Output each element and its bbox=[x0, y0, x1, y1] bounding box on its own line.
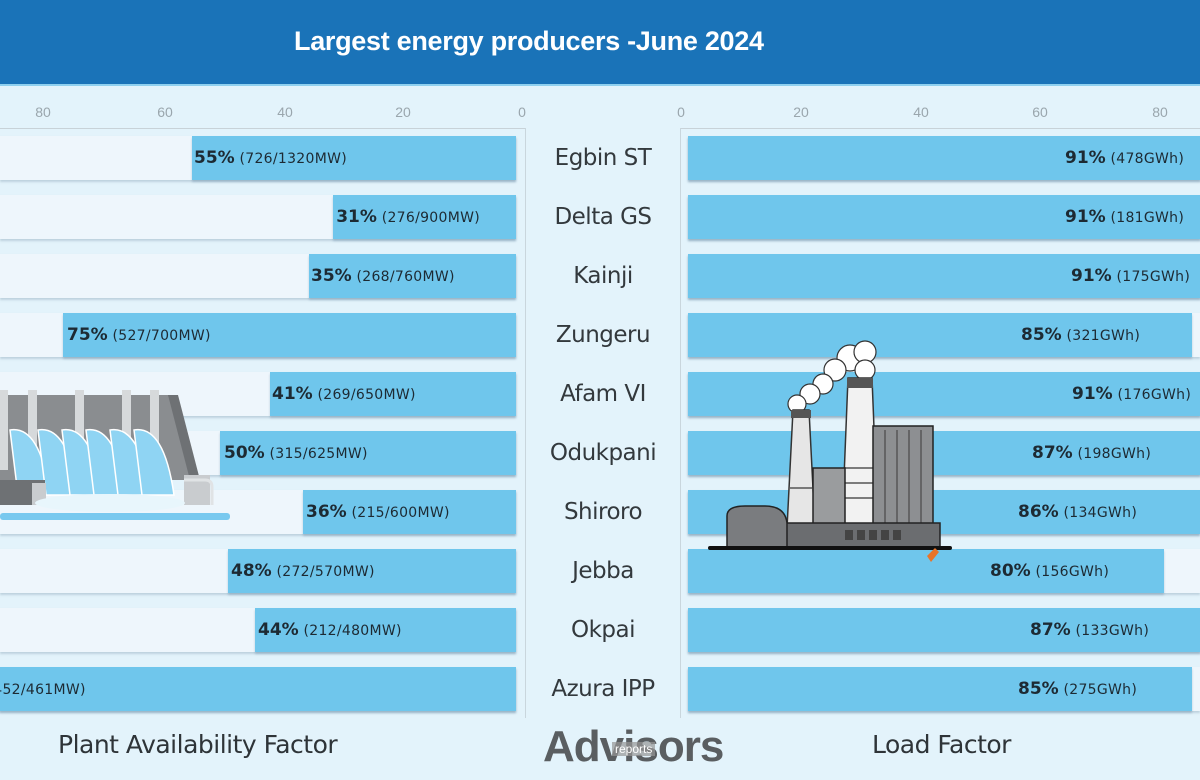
lf-bar-okpai: 87% (133GWh) bbox=[688, 608, 1200, 652]
right-axis-tick: 40 bbox=[913, 104, 929, 120]
right-axis-tick: 60 bbox=[1032, 104, 1048, 120]
lf-bar-egbin: 91% (478GWh) bbox=[688, 136, 1200, 180]
lf-bar-label: 87% (133GWh) bbox=[1030, 620, 1150, 640]
plant-name: Zungeru bbox=[555, 322, 651, 348]
lf-bar-odukpani: 87% (198GWh) bbox=[688, 431, 1200, 475]
right-axis-tick: 80 bbox=[1152, 104, 1168, 120]
paf-bar-azura: 98% (452/461MW) bbox=[0, 667, 516, 711]
paf-bar-label: 44% (212/480MW) bbox=[258, 620, 402, 640]
lf-bar-label: 91% (181GWh) bbox=[1065, 207, 1185, 227]
paf-bar-label: 35% (268/760MW) bbox=[311, 266, 455, 286]
paf-bar-jebba: 48% (272/570MW) bbox=[228, 549, 516, 593]
lf-bar-label: 86% (134GWh) bbox=[1018, 502, 1138, 522]
paf-bar-label: 31% (276/900MW) bbox=[336, 207, 480, 227]
lf-bar-jebba: 80% (156GWh) bbox=[688, 549, 1164, 593]
plant-name: Kainji bbox=[573, 263, 633, 289]
paf-bar-label: 55% (726/1320MW) bbox=[194, 148, 347, 168]
left-divider-line bbox=[525, 128, 526, 718]
lf-bar-label: 85% (275GWh) bbox=[1018, 679, 1138, 699]
lf-bar-label: 91% (176GWh) bbox=[1072, 384, 1192, 404]
lf-bar-azura: 85% (275GWh) bbox=[688, 667, 1192, 711]
hydro-dam-icon bbox=[0, 390, 230, 520]
paf-bar-label: 50% (315/625MW) bbox=[224, 443, 368, 463]
paf-bar-label: 41% (269/650MW) bbox=[272, 384, 416, 404]
plant-name: Odukpani bbox=[549, 440, 657, 466]
paf-bar-shiroro: 36% (215/600MW) bbox=[303, 490, 516, 534]
paf-bar-kainji: 35% (268/760MW) bbox=[309, 254, 516, 298]
paf-bar-label: 48% (272/570MW) bbox=[231, 561, 375, 581]
right-divider-line bbox=[680, 128, 681, 718]
paf-bar-label: 75% (527/700MW) bbox=[67, 325, 211, 345]
lf-axis-title: Load Factor bbox=[872, 730, 1011, 759]
lf-bar-label: 91% (478GWh) bbox=[1065, 148, 1185, 168]
paf-bar-label: 36% (215/600MW) bbox=[306, 502, 450, 522]
lf-bar-label: 80% (156GWh) bbox=[990, 561, 1110, 581]
paf-bar-okpai: 44% (212/480MW) bbox=[255, 608, 516, 652]
left-axis-line bbox=[0, 128, 525, 129]
left-axis-tick: 40 bbox=[277, 104, 293, 120]
paf-bar-zungeru: 75% (527/700MW) bbox=[63, 313, 516, 357]
lf-bar-label: 85% (321GWh) bbox=[1021, 325, 1141, 345]
right-axis-line bbox=[680, 128, 1200, 129]
lf-bar-label: 91% (175GWh) bbox=[1071, 266, 1191, 286]
power-plant-icon bbox=[708, 340, 952, 562]
plant-name: Okpai bbox=[570, 617, 636, 643]
left-axis-tick: 0 bbox=[518, 104, 526, 120]
paf-bar-odukpani: 50% (315/625MW) bbox=[220, 431, 516, 475]
right-axis-tick: 20 bbox=[793, 104, 809, 120]
paf-bar-delta: 31% (276/900MW) bbox=[333, 195, 516, 239]
paf-bar-egbin: 55% (726/1320MW) bbox=[192, 136, 516, 180]
left-axis-tick: 80 bbox=[35, 104, 51, 120]
brand-subtitle: reports bbox=[612, 742, 656, 756]
right-axis-tick: 0 bbox=[677, 104, 685, 120]
lf-bar-delta: 91% (181GWh) bbox=[688, 195, 1200, 239]
paf-axis-title: Plant Availability Factor bbox=[58, 730, 338, 759]
lf-bar-label: 87% (198GWh) bbox=[1032, 443, 1152, 463]
lf-bar-afam: 91% (176GWh) bbox=[688, 372, 1200, 416]
paf-bar-label: 98% (452/461MW) bbox=[0, 682, 86, 698]
plant-name: Delta GS bbox=[554, 204, 652, 230]
header-divider bbox=[0, 84, 1200, 86]
plant-name: Azura IPP bbox=[551, 676, 655, 702]
plant-name: Egbin ST bbox=[554, 145, 652, 171]
header-banner: Largest energy producers -June 2024 bbox=[0, 0, 1200, 84]
left-axis-tick: 20 bbox=[395, 104, 411, 120]
plant-name: Afam VI bbox=[560, 381, 646, 407]
plant-name: Jebba bbox=[572, 558, 634, 584]
paf-bar-afam: 41% (269/650MW) bbox=[270, 372, 516, 416]
left-axis-tick: 60 bbox=[157, 104, 173, 120]
plant-name: Shiroro bbox=[563, 499, 643, 525]
lf-bar-zungeru: 85% (321GWh) bbox=[688, 313, 1192, 357]
chart-title: Largest energy producers -June 2024 bbox=[294, 26, 764, 56]
lf-bar-kainji: 91% (175GWh) bbox=[688, 254, 1200, 298]
